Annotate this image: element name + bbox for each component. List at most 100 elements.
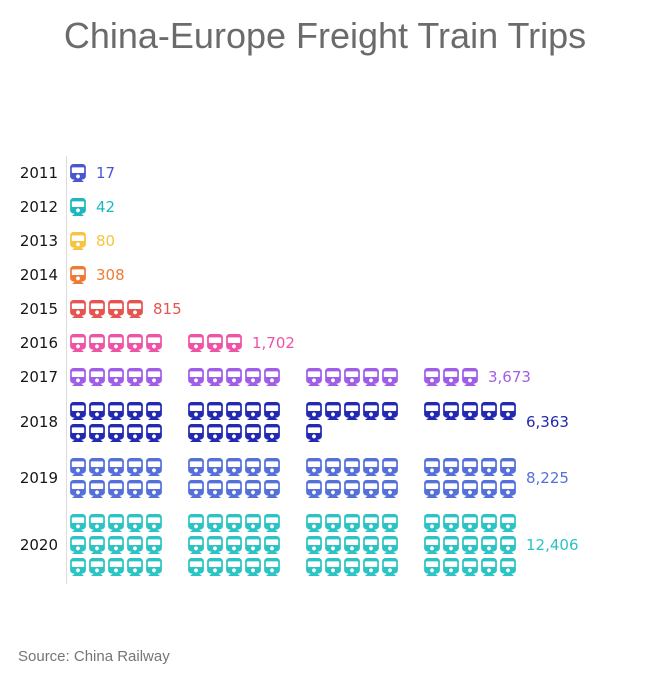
train-icon: [207, 458, 223, 477]
value-label: 8,225: [526, 469, 569, 488]
icon-line: [70, 198, 86, 217]
year-label: 2020: [19, 536, 58, 555]
icon-group: [188, 368, 280, 387]
train-icon: [264, 480, 280, 499]
train-icon: [481, 458, 497, 477]
value-label: 308: [96, 266, 125, 285]
train-icon: [207, 480, 223, 499]
train-icon: [188, 558, 204, 577]
value-label: 1,702: [252, 334, 295, 353]
train-icon: [146, 424, 162, 443]
train-icon: [146, 480, 162, 499]
train-icon: [146, 458, 162, 477]
train-icon: [325, 514, 341, 533]
train-icon: [226, 480, 242, 499]
train-icon: [245, 458, 261, 477]
train-icon: [382, 402, 398, 421]
train-icon: [89, 368, 105, 387]
train-icon: [443, 558, 459, 577]
year-row: 2014 308: [0, 258, 650, 293]
train-icon: [70, 266, 86, 285]
train-icon: [245, 558, 261, 577]
train-icon: [207, 514, 223, 533]
train-icon: [127, 368, 143, 387]
train-icon: [443, 480, 459, 499]
train-icon: [188, 424, 204, 443]
year-row: 2013 80: [0, 224, 650, 259]
train-icon: [108, 334, 124, 353]
train-icon: [264, 514, 280, 533]
train-icon: [146, 334, 162, 353]
train-icon: [500, 458, 516, 477]
icon-lines: [70, 458, 516, 499]
year-row: 2020 12,406: [0, 506, 650, 585]
train-icon: [325, 458, 341, 477]
train-icon: [462, 536, 478, 555]
train-icon: [245, 536, 261, 555]
train-icon: [245, 514, 261, 533]
train-icon: [363, 402, 379, 421]
icon-group: [70, 424, 162, 443]
train-icon: [325, 368, 341, 387]
train-icon: [443, 458, 459, 477]
train-icon: [127, 424, 143, 443]
icon-group: [306, 514, 398, 533]
train-icon: [363, 558, 379, 577]
icon-group: [188, 514, 280, 533]
train-icon: [226, 368, 242, 387]
train-icon: [146, 536, 162, 555]
icon-line: [70, 424, 516, 443]
train-icon: [245, 480, 261, 499]
train-icon: [89, 402, 105, 421]
train-icon: [226, 458, 242, 477]
train-icon: [207, 368, 223, 387]
year-row: 2012 42: [0, 190, 650, 225]
year-label: 2014: [19, 266, 58, 285]
train-icon: [89, 536, 105, 555]
train-icon: [70, 334, 86, 353]
train-icon: [146, 368, 162, 387]
year-row: 2015 815: [0, 292, 650, 327]
train-icon: [70, 300, 86, 319]
icon-group: [188, 558, 280, 577]
value-label: 17: [96, 164, 116, 183]
page-title: China-Europe Freight Train Trips: [63, 15, 587, 56]
icon-lines: [70, 300, 143, 319]
train-icon: [89, 424, 105, 443]
train-icon: [500, 514, 516, 533]
train-icon: [127, 300, 143, 319]
train-icon: [325, 402, 341, 421]
train-icon: [481, 480, 497, 499]
train-icon: [264, 536, 280, 555]
value-label: 815: [153, 300, 182, 319]
train-icon: [462, 480, 478, 499]
train-icon: [70, 424, 86, 443]
train-icon: [127, 458, 143, 477]
icon-lines: [70, 402, 516, 443]
icon-group: [306, 402, 398, 421]
icon-lines: [70, 232, 86, 251]
train-icon: [382, 558, 398, 577]
icons-area: 42: [66, 190, 115, 225]
icon-group: [306, 424, 322, 443]
train-icon: [344, 402, 360, 421]
icon-line: [70, 300, 143, 319]
train-icon: [424, 480, 440, 499]
train-icon: [264, 458, 280, 477]
train-icon: [226, 334, 242, 353]
train-icon: [306, 458, 322, 477]
icon-group: [188, 424, 280, 443]
train-icon: [188, 402, 204, 421]
train-icon: [382, 458, 398, 477]
train-icon: [344, 458, 360, 477]
train-icon: [481, 558, 497, 577]
train-icon: [344, 368, 360, 387]
year-row: 2018 6,363: [0, 394, 650, 451]
train-icon: [188, 458, 204, 477]
icon-lines: [70, 266, 86, 285]
icon-lines: [70, 164, 86, 183]
train-icon: [127, 402, 143, 421]
train-icon: [188, 480, 204, 499]
year-label: 2013: [19, 232, 58, 251]
train-icon: [363, 536, 379, 555]
